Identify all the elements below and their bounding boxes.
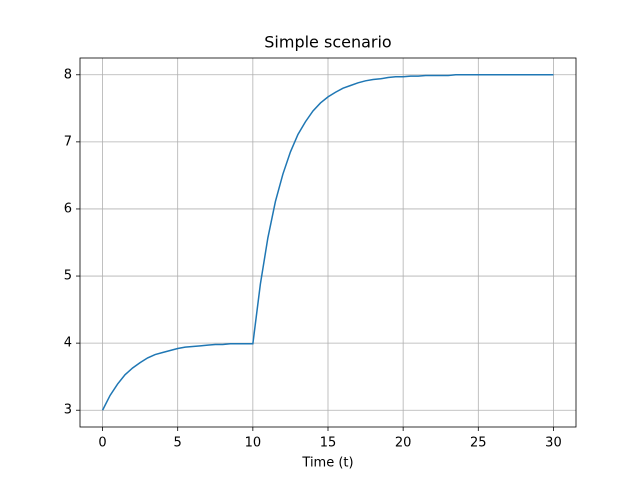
plot-frame	[79, 57, 577, 428]
x-tick-label: 5	[174, 436, 182, 451]
x-tick-label: 0	[98, 436, 106, 451]
y-tick-label: 5	[64, 269, 72, 284]
x-tick-label: 25	[470, 436, 487, 451]
x-tick-label: 15	[320, 436, 337, 451]
chart-title: Simple scenario	[264, 33, 391, 52]
x-tick-label: 10	[245, 436, 262, 451]
y-tick-label: 6	[64, 201, 72, 216]
x-tick-label: 20	[395, 436, 412, 451]
x-tick-label: 30	[545, 436, 562, 451]
y-tick-label: 7	[64, 134, 72, 149]
data-line	[101, 74, 554, 411]
y-tick-label: 4	[64, 336, 72, 351]
x-axis-label: Time (t)	[301, 456, 353, 471]
y-tick-label: 8	[64, 67, 72, 82]
y-tick-label: 3	[64, 403, 72, 418]
